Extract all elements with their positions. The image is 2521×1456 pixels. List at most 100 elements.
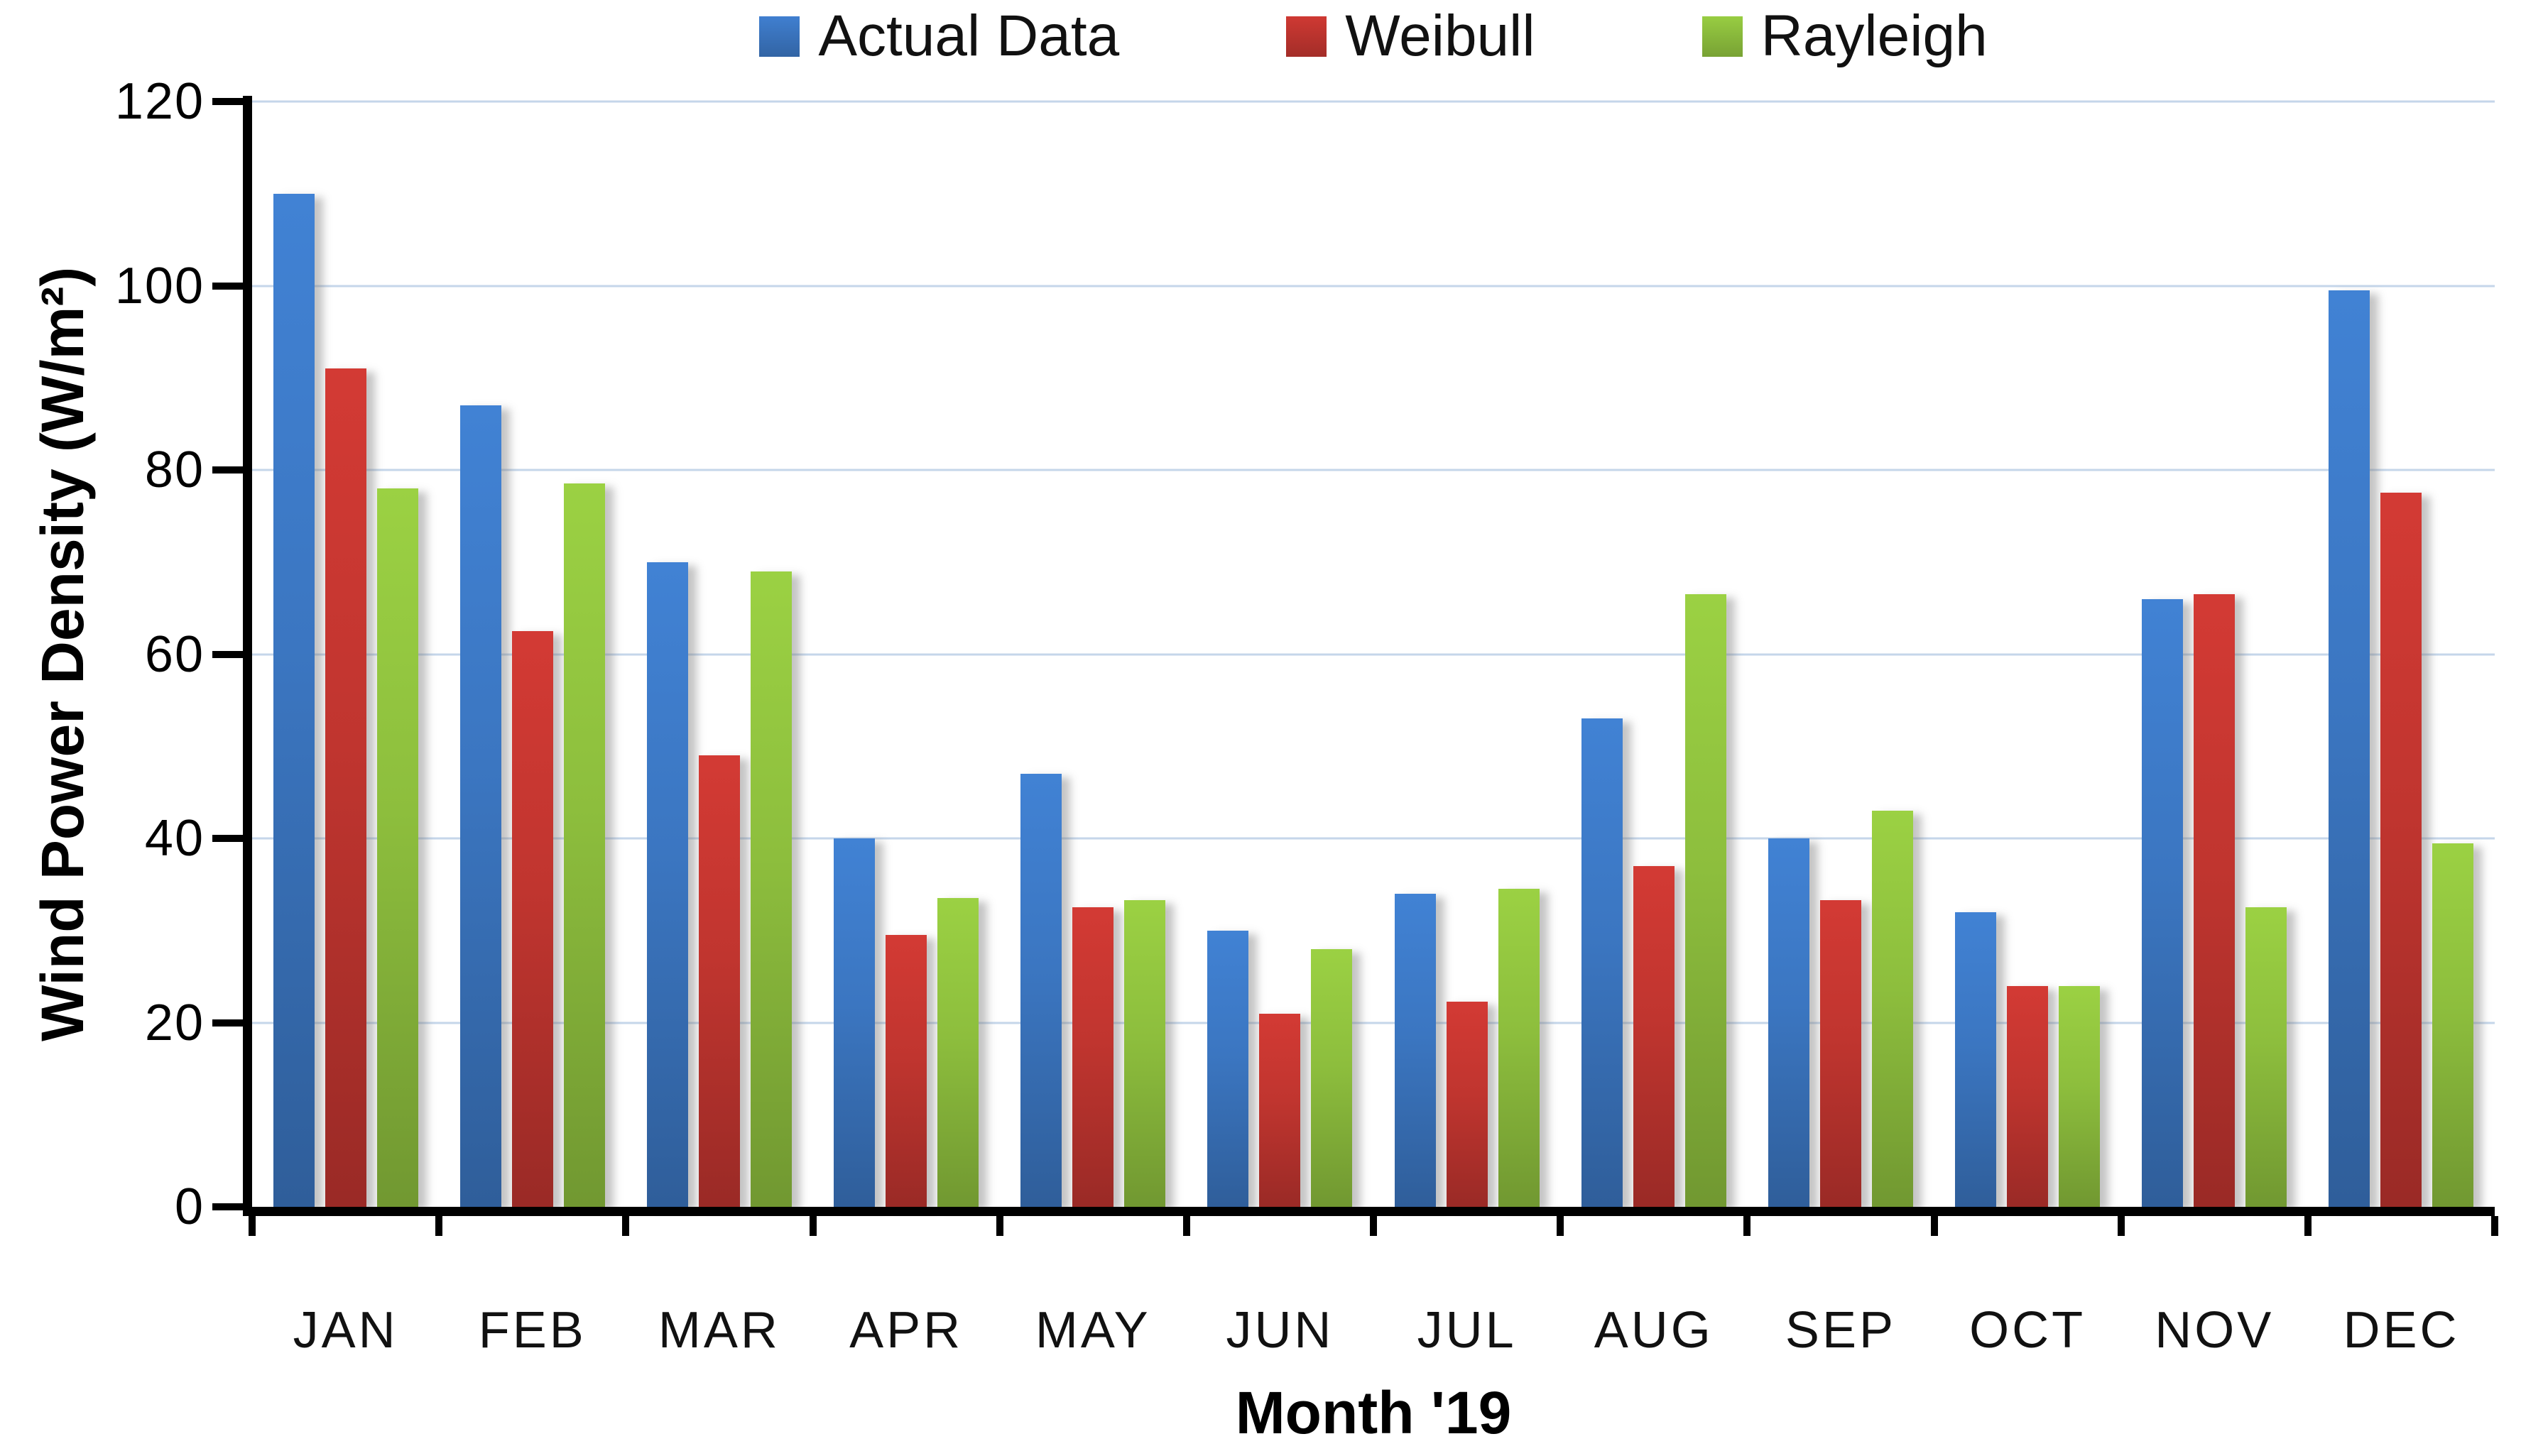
- bar-weibull-feb: [511, 631, 553, 1207]
- bar-group-mar: [626, 102, 812, 1207]
- gridline-60: [252, 653, 2495, 655]
- bar-group-apr: [813, 102, 1000, 1207]
- bar-actual-data-dec: [2329, 290, 2370, 1207]
- x-tick-mark-10: [2117, 1216, 2125, 1236]
- y-tick-mark-80: [212, 466, 243, 474]
- bar-rayleigh-jul: [1498, 889, 1540, 1207]
- x-axis-line: [243, 1207, 2495, 1216]
- x-tick-label-sep: SEP: [1785, 1302, 1896, 1359]
- y-axis-line: [243, 96, 252, 1216]
- plot-area: [212, 96, 2498, 1236]
- y-tick-mark-120: [212, 98, 243, 105]
- bar-rayleigh-jun: [1311, 948, 1353, 1207]
- bar-rayleigh-nov: [2245, 907, 2287, 1207]
- bar-group-aug: [1560, 102, 1747, 1207]
- bar-rayleigh-feb: [563, 483, 605, 1207]
- x-tick-label-nov: NOV: [2155, 1302, 2275, 1359]
- x-tick-mark-9: [1930, 1216, 1938, 1236]
- y-tick-mark-60: [212, 650, 243, 658]
- y-tick-mark-100: [212, 282, 243, 290]
- bar-group-sep: [1747, 102, 1934, 1207]
- bar-weibull-jul: [1446, 1001, 1488, 1207]
- bar-actual-data-jun: [1207, 930, 1249, 1207]
- bar-actual-data-apr: [834, 838, 876, 1207]
- x-tick-label-jan: JAN: [293, 1302, 398, 1359]
- legend-swatch-icon-weibull: [1286, 16, 1327, 57]
- bar-group-may: [1000, 102, 1187, 1207]
- bar-rayleigh-aug: [1684, 594, 1726, 1207]
- y-tick-mark-20: [212, 1019, 243, 1027]
- legend-label: Rayleigh: [1760, 4, 1988, 68]
- x-tick-label-jun: JUN: [1226, 1302, 1334, 1359]
- bar-group-jul: [1373, 102, 1560, 1207]
- x-tick-label-jul: JUL: [1417, 1302, 1517, 1359]
- bar-weibull-may: [1072, 907, 1114, 1207]
- x-tick-label-dec: DEC: [2343, 1302, 2460, 1359]
- bar-rayleigh-oct: [2059, 985, 2101, 1207]
- bar-actual-data-mar: [646, 562, 688, 1207]
- x-tick-mark-5: [1182, 1216, 1190, 1236]
- bar-actual-data-nov: [2142, 598, 2184, 1207]
- legend-label: Weibull: [1345, 4, 1535, 68]
- bar-weibull-oct: [2007, 985, 2049, 1207]
- x-tick-mark-2: [622, 1216, 630, 1236]
- legend-label: Actual Data: [818, 4, 1120, 68]
- bar-actual-data-oct: [1955, 912, 1997, 1207]
- x-tick-mark-4: [996, 1216, 1003, 1236]
- bar-actual-data-jul: [1394, 893, 1436, 1207]
- x-tick-label-mar: MAR: [658, 1302, 780, 1359]
- x-tick-label-apr: APR: [849, 1302, 964, 1359]
- bar-group-feb: [439, 102, 626, 1207]
- bar-rayleigh-may: [1124, 899, 1166, 1207]
- x-tick-label-aug: AUG: [1594, 1302, 1714, 1359]
- bar-rayleigh-apr: [937, 898, 979, 1207]
- bar-actual-data-may: [1020, 774, 1062, 1207]
- y-axis-labels: 0 20 40 60 80 100 120: [0, 76, 205, 1232]
- bar-weibull-sep: [1819, 899, 1861, 1207]
- y-tick-label-20: 20: [144, 994, 205, 1051]
- y-tick-label-80: 80: [144, 442, 205, 499]
- bar-actual-data-feb: [459, 405, 501, 1207]
- gridline-120: [252, 100, 2495, 103]
- x-tick-mark-8: [1743, 1216, 1751, 1236]
- bar-actual-data-aug: [1581, 718, 1623, 1207]
- gridline-100: [252, 285, 2495, 287]
- bar-group-dec: [2308, 102, 2495, 1207]
- x-tick-mark-12: [2491, 1216, 2498, 1236]
- bar-rayleigh-sep: [1871, 811, 1913, 1207]
- gridline-20: [252, 1022, 2495, 1024]
- bar-weibull-nov: [2194, 594, 2236, 1207]
- y-tick-label-60: 60: [144, 625, 205, 683]
- legend-swatch-icon-rayleigh: [1701, 16, 1743, 57]
- x-tick-mark-1: [435, 1216, 443, 1236]
- legend-item-weibull: Weibull: [1286, 7, 1535, 65]
- bar-groups: [252, 102, 2495, 1207]
- bar-weibull-jan: [325, 368, 366, 1207]
- bar-group-jan: [252, 102, 439, 1207]
- y-tick-mark-0: [212, 1203, 243, 1210]
- x-tick-mark-0: [249, 1216, 256, 1236]
- bar-rayleigh-dec: [2432, 843, 2474, 1207]
- y-tick-label-40: 40: [144, 810, 205, 867]
- x-axis-labels: JAN FEB MAR APR MAY JUN JUL AUG SEP OCT NOV DEC: [252, 1305, 2495, 1356]
- x-tick-label-feb: FEB: [478, 1302, 587, 1359]
- legend-item-actual-data: Actual Data: [759, 7, 1119, 65]
- x-tick-label-may: MAY: [1035, 1302, 1151, 1359]
- bar-group-oct: [1934, 102, 2121, 1207]
- y-tick-label-0: 0: [174, 1178, 205, 1235]
- bar-group-jun: [1187, 102, 1373, 1207]
- bar-weibull-dec: [2380, 493, 2422, 1207]
- x-tick-mark-6: [1370, 1216, 1377, 1236]
- bar-rayleigh-jan: [376, 488, 418, 1207]
- y-tick-label-120: 120: [114, 73, 205, 130]
- x-tick-mark-7: [1557, 1216, 1564, 1236]
- legend-item-rayleigh: Rayleigh: [1701, 4, 1988, 68]
- bar-rayleigh-mar: [750, 571, 792, 1207]
- bar-actual-data-jan: [273, 193, 315, 1207]
- bar-weibull-aug: [1633, 865, 1675, 1207]
- bar-weibull-jun: [1259, 1013, 1301, 1207]
- x-tick-mark-11: [2304, 1216, 2312, 1236]
- bar-weibull-apr: [886, 935, 927, 1207]
- x-axis-title: Month '19: [1235, 1379, 1512, 1446]
